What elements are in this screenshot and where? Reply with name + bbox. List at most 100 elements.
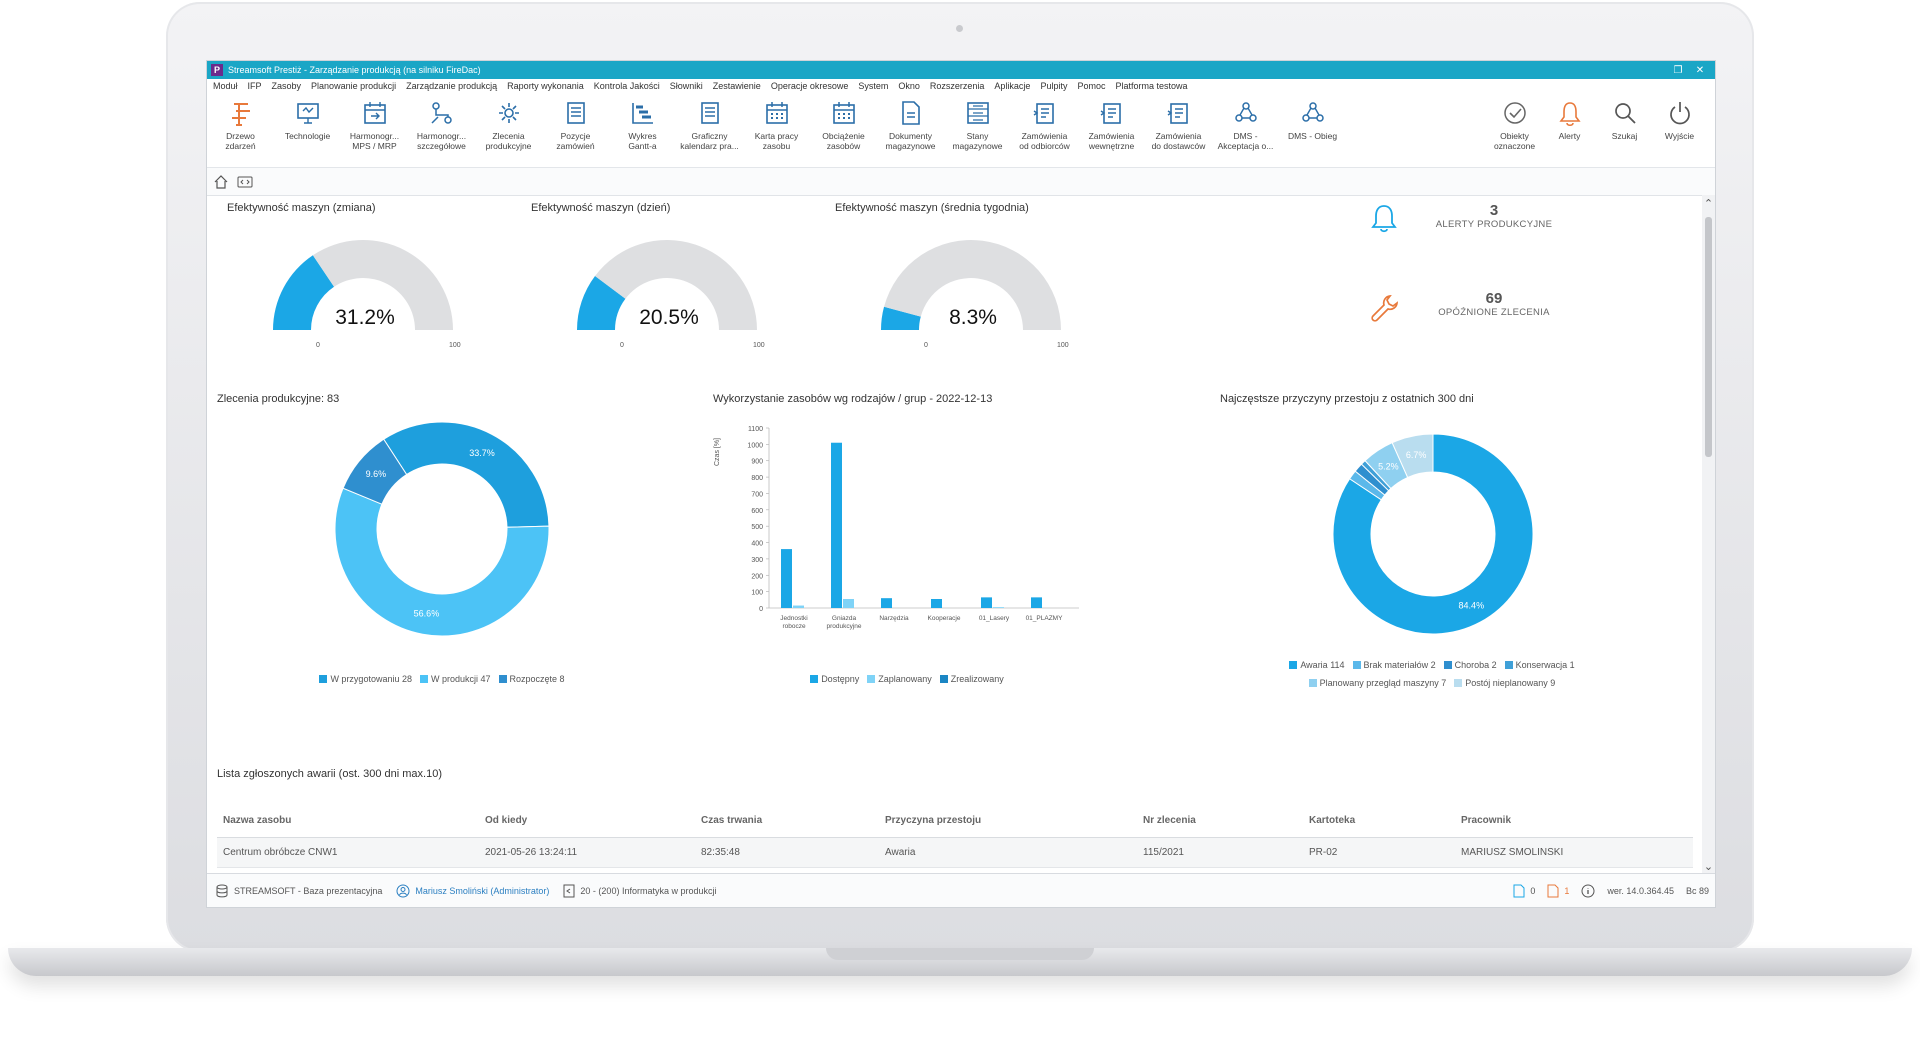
failures-table: Nazwa zasobu Od kiedy Czas trwania Przyczyn… <box>217 804 1693 898</box>
x-tick-label: robocze <box>782 623 806 630</box>
legend-item-rozpoczete-8[interactable]: Rozpoczęte 8 <box>498 674 565 684</box>
scroll-up-icon[interactable]: ⌃ <box>1703 198 1714 210</box>
gauge-min: 0 <box>620 342 624 349</box>
menu-rozszerzenia[interactable]: Rozszerzenia <box>929 81 985 91</box>
legend-swatch <box>1504 661 1513 669</box>
kpi-alerts[interactable]: 3 ALERTY PRODUKCYJNE <box>1409 202 1579 230</box>
toolbar-wykres-gantt-a[interactable]: Wykres Gantt-a <box>609 99 676 151</box>
legend-item-zaplanowany[interactable]: Zaplanowany <box>867 674 932 684</box>
legend-label: W produkcji 47 <box>430 674 491 684</box>
bar-dostepny-kooperacje[interactable] <box>931 599 942 608</box>
donut-slice-rozpoczete-8[interactable] <box>342 438 408 505</box>
status-department[interactable]: 20 - (200) Informatyka w produkcji <box>563 884 716 898</box>
vertical-scrollbar[interactable]: ⌃ ⌄ <box>1702 195 1715 875</box>
toolbar-graficzny-kalendarz-pra[interactable]: Graficzny kalendarz pra... <box>676 99 743 151</box>
menu-operacje-okresowe[interactable]: Operacje okresowe <box>770 81 849 91</box>
gauge-max: 100 <box>1057 342 1069 349</box>
scroll-down-icon[interactable]: ⌄ <box>1703 861 1714 873</box>
toolbar-obciazenie-zasobow[interactable]: Obciążenie zasobów <box>810 99 877 151</box>
donut-slice-w-produkcji-47[interactable] <box>335 487 549 636</box>
toolbar-technologie[interactable]: Technologie <box>274 99 341 141</box>
restore-button[interactable]: ❐ <box>1673 64 1683 76</box>
y-tick-label: 200 <box>751 573 763 580</box>
legend-item-awaria-114[interactable]: Awaria 114 <box>1289 660 1345 670</box>
menu-zasoby[interactable]: Zasoby <box>271 81 302 91</box>
tab-switch-icon[interactable] <box>237 176 253 188</box>
toolbar-dokumenty-magazynowe[interactable]: Dokumenty magazynowe <box>877 99 944 151</box>
toolbar-drzewo-zdarzen[interactable]: Drzewo zdarzeń <box>207 99 274 151</box>
menu-modul[interactable]: Moduł <box>213 81 238 91</box>
toolbar-zlecenia-produkcyjne[interactable]: Zlecenia produkcyjne <box>475 99 542 151</box>
toolbar-pozycje-zamowien[interactable]: Pozycje zamówień <box>542 99 609 151</box>
legend-item-postoj-nieplanowany-9[interactable]: Postój nieplanowany 9 <box>1454 678 1555 688</box>
bar-zaplanowany-jednostki-robocze[interactable] <box>793 605 804 608</box>
menu-platforma-testowa[interactable]: Platforma testowa <box>1115 81 1188 91</box>
bar-dostepny-jednostki-robocze[interactable] <box>781 549 792 608</box>
legend-item-w-produkcji-47[interactable]: W produkcji 47 <box>419 674 491 684</box>
status-user[interactable]: Mariusz Smoliński (Administrator) <box>396 884 549 898</box>
toolbar-label: Wyjście <box>1664 131 1695 141</box>
x-tick-label: Narzędzia <box>879 615 909 622</box>
table-cell: Centrum obróbcze CNW1 <box>223 847 338 858</box>
menu-zarzadzanie-produkcja[interactable]: Zarządzanie produkcją <box>406 81 498 91</box>
info-icon[interactable] <box>1581 884 1595 898</box>
toolbar-dms-obieg[interactable]: DMS - Obieg <box>1279 99 1346 141</box>
menu-planowanie-produkcji[interactable]: Planowanie produkcji <box>311 81 397 91</box>
donut-slice-postoj-nieplanowany-9[interactable] <box>1391 434 1434 479</box>
home-icon[interactable] <box>213 174 229 189</box>
toolbar-zamowienia-od-odbiorcow[interactable]: Zamówienia od odbiorców <box>1011 99 1078 151</box>
menu-ifp[interactable]: IFP <box>247 81 262 91</box>
donut-slice-label: 9.6% <box>366 469 387 479</box>
legend-item-brak-materialow-2[interactable]: Brak materiałów 2 <box>1352 660 1436 670</box>
menu-slowniki[interactable]: Słowniki <box>669 81 703 91</box>
toolbar-label: Stany magazynowe <box>952 131 1003 151</box>
bar-zaplanowany-gniazda-produkcyjne[interactable] <box>843 599 854 608</box>
toolbar-szukaj[interactable]: Szukaj <box>1597 99 1652 151</box>
menu-system[interactable]: System <box>858 81 889 91</box>
legend-item-planowany-przeglad-maszyny-7[interactable]: Planowany przegląd maszyny 7 <box>1308 678 1446 688</box>
toolbar-wyjscie[interactable]: Wyjście <box>1652 99 1707 151</box>
toolbar-stany-magazynowe[interactable]: Stany magazynowe <box>944 99 1011 151</box>
menu-aplikacje[interactable]: Aplikacje <box>994 81 1031 91</box>
legend-item-w-przygotowaniu-28[interactable]: W przygotowaniu 28 <box>319 674 412 684</box>
status-database[interactable]: STREAMSOFT - Baza prezentacyjna <box>215 884 382 898</box>
toolbar-label: Zamówienia wewnętrzne <box>1088 131 1135 151</box>
status-docs[interactable]: 0 <box>1513 884 1535 898</box>
resource-bar-chart: Czas [%] 0 100 200 300 400 500 600 700 800 900 1000… <box>714 426 1079 630</box>
toolbar-label: Zamówienia od odbiorców <box>1019 131 1070 151</box>
bar-dostepny-01-lasery[interactable] <box>981 597 992 608</box>
menu-raporty-wykonania[interactable]: Raporty wykonania <box>507 81 584 91</box>
toolbar-zamowienia-do-dostawcow[interactable]: Zamówienia do dostawców <box>1145 99 1212 151</box>
legend-item-choroba-2[interactable]: Choroba 2 <box>1443 660 1497 670</box>
bell-icon <box>1371 205 1397 233</box>
toolbar-karta-pracy-zasobu[interactable]: Karta pracy zasobu <box>743 99 810 151</box>
menu-pomoc[interactable]: Pomoc <box>1077 81 1106 91</box>
toolbar-dms-akceptacja-o[interactable]: DMS - Akceptacja o... <box>1212 99 1279 151</box>
toolbar-alerty[interactable]: Alerty <box>1542 99 1597 151</box>
orders-donut-chart: 33.7% 56.6% 9.6% <box>335 422 549 636</box>
toolbar-harmonogr-mps-mrp[interactable]: Harmonogr... MPS / MRP <box>341 99 408 151</box>
scrollbar-thumb[interactable] <box>1705 217 1712 457</box>
bar-dostepny-01-plazmy[interactable] <box>1031 597 1042 608</box>
donut-slice-w-przygotowaniu-28[interactable] <box>383 422 549 528</box>
orders-legend: W przygotowaniu 28 W produkcji 47 Rozpoczę… <box>227 674 657 684</box>
legend-item-konserwacja-1[interactable]: Konserwacja 1 <box>1504 660 1575 670</box>
menu-pulpity[interactable]: Pulpity <box>1040 81 1068 91</box>
table-row[interactable]: Centrum obróbcze CNW1 2021-05-26 13:24:11… <box>217 838 1693 868</box>
bar-zaplanowany-01-lasery[interactable] <box>993 607 1004 608</box>
bar-dostepny-narzedzia[interactable] <box>881 598 892 608</box>
status-alerts[interactable]: 1 <box>1547 884 1569 898</box>
donut-slice-awaria-114[interactable] <box>1333 434 1533 634</box>
menu-okno[interactable]: Okno <box>898 81 920 91</box>
close-button[interactable]: ✕ <box>1695 64 1705 76</box>
legend-item-zrealizowany[interactable]: Zrealizowany <box>939 674 1004 684</box>
menu-zestawienie[interactable]: Zestawienie <box>712 81 761 91</box>
donut-slice-label: 84.4% <box>1459 600 1485 610</box>
toolbar-obiekty-oznaczone[interactable]: Obiekty oznaczone <box>1487 99 1542 151</box>
menu-kontrola-jakosci[interactable]: Kontrola Jakości <box>593 81 660 91</box>
toolbar-zamowienia-wewnetrzne[interactable]: Zamówienia wewnętrzne <box>1078 99 1145 151</box>
toolbar-harmonogr-szczegolowe[interactable]: Harmonogr... szczegółowe <box>408 99 475 151</box>
bar-dostepny-gniazda-produkcyjne[interactable] <box>831 442 842 608</box>
legend-item-dostepny[interactable]: Dostępny <box>810 674 859 684</box>
kpi-delayed[interactable]: 69 OPÓŹNIONE ZLECENIA <box>1409 290 1579 318</box>
